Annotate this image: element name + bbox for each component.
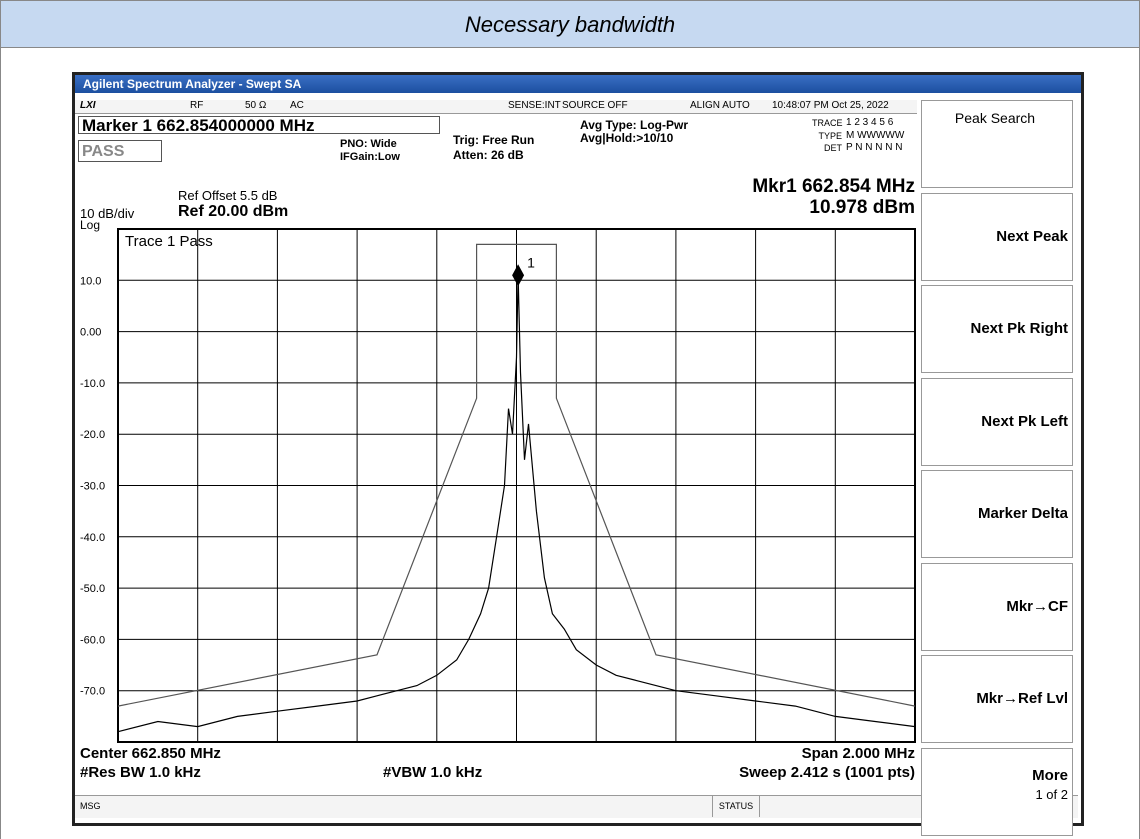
softkey[interactable]: More 1 of 2 xyxy=(921,747,1073,836)
log-label: Log xyxy=(80,218,101,232)
softkey-label: Next Pk Right xyxy=(970,320,1068,337)
type-vals: M WWWWW xyxy=(846,130,905,141)
softkey-label: Marker Delta xyxy=(977,505,1068,522)
marker-line: Marker 1 662.854000000 MHz xyxy=(78,116,440,134)
det-vals: P N N N N N xyxy=(846,142,903,153)
header xyxy=(0,0,1140,48)
softkey-label: More xyxy=(1032,766,1068,784)
y-tick-label: -60.0 xyxy=(80,634,105,646)
marker xyxy=(512,264,525,287)
vbw: #VBW 1.0 kHz xyxy=(383,764,483,781)
msg-bar xyxy=(75,795,1078,818)
type-label: TYPE xyxy=(818,131,842,141)
softkey-label: Mkr→Ref Lvl xyxy=(976,690,1068,707)
trace-nums: 1 2 3 4 5 6 xyxy=(846,117,894,128)
trig: Trig: Free Run xyxy=(453,133,535,147)
y-tick-label: -40.0 xyxy=(80,532,105,544)
trace-line xyxy=(117,243,916,707)
msg-label: MSG xyxy=(80,801,101,811)
y-tick-label: -20.0 xyxy=(80,429,105,441)
softkey[interactable]: Next Pk Right xyxy=(921,285,1073,373)
softkey-label: Mkr→CF xyxy=(1006,597,1068,615)
span: Span 2.000 MHz xyxy=(801,745,915,762)
softkey[interactable]: Marker Delta xyxy=(921,470,1073,558)
status-item: 50 Ω xyxy=(245,100,267,111)
scale: 10 dB/div xyxy=(80,206,135,221)
softkey-label: Next Peak xyxy=(996,227,1068,245)
softkey-page: 1 of 2 xyxy=(1035,786,1068,802)
trace-line xyxy=(117,275,916,733)
avg-type: Avg Type: Log-Pwr xyxy=(580,118,688,132)
marker-label: 1 xyxy=(527,254,535,270)
pno: PNO: Wide xyxy=(340,138,397,150)
y-tick-label: 0.00 xyxy=(80,327,101,339)
status-item: RF xyxy=(190,100,204,111)
status-item: LXI xyxy=(80,100,96,111)
softkey[interactable]: Mkr→CF xyxy=(921,562,1073,651)
status-item: 10:48:07 PM Oct 25, 2022 xyxy=(772,100,889,111)
trace-status: Trace 1 Pass xyxy=(125,233,213,250)
softkey-label: Peak Search xyxy=(954,110,1036,126)
pass-label: PASS xyxy=(78,140,162,162)
ref-offset: Ref Offset 5.5 dB xyxy=(178,188,278,203)
status-item: SENSE:INT xyxy=(508,100,561,111)
softkey[interactable]: Next Peak xyxy=(921,192,1073,281)
mkr-freq: Mkr1 662.854 MHz xyxy=(752,176,915,197)
status-item: AC xyxy=(290,100,304,111)
softkey-label: Next Pk Left xyxy=(981,412,1068,430)
y-tick-label: -10.0 xyxy=(80,378,105,390)
header-title: Necessary bandwidth xyxy=(464,12,676,37)
softkey[interactable]: Next Pk Left xyxy=(921,377,1073,466)
center: Center 662.850 MHz xyxy=(80,745,221,762)
det-label: DET xyxy=(824,143,842,153)
y-tick-label: -30.0 xyxy=(80,481,105,493)
rbw: #Res BW 1.0 kHz xyxy=(80,764,201,781)
status-label: STATUS xyxy=(712,795,760,817)
status-item: ALIGN AUTO xyxy=(690,100,750,111)
status-item: SOURCE OFF xyxy=(562,100,628,111)
y-tick-label: -70.0 xyxy=(80,686,105,698)
atten: Atten: 26 dB xyxy=(453,148,524,162)
softkey[interactable]: Mkr→Ref Lvl xyxy=(921,655,1073,743)
ifgain: IFGain:Low xyxy=(340,151,400,163)
y-tick-label: 10.0 xyxy=(80,275,101,287)
ref-level: Ref 20.00 dBm xyxy=(178,203,289,220)
status-row xyxy=(75,100,917,114)
y-tick-label: -50.0 xyxy=(80,583,105,595)
avg-hold: Avg|Hold:>10/10 xyxy=(580,131,674,145)
title-bar: Agilent Spectrum Analyzer - Swept SA xyxy=(75,75,1081,93)
mkr-amp: 10.978 dBm xyxy=(809,197,915,218)
sweep: Sweep 2.412 s (1001 pts) xyxy=(739,764,915,781)
trace-label: TRACE xyxy=(812,118,843,128)
softkey[interactable]: Peak Search xyxy=(921,100,1073,188)
